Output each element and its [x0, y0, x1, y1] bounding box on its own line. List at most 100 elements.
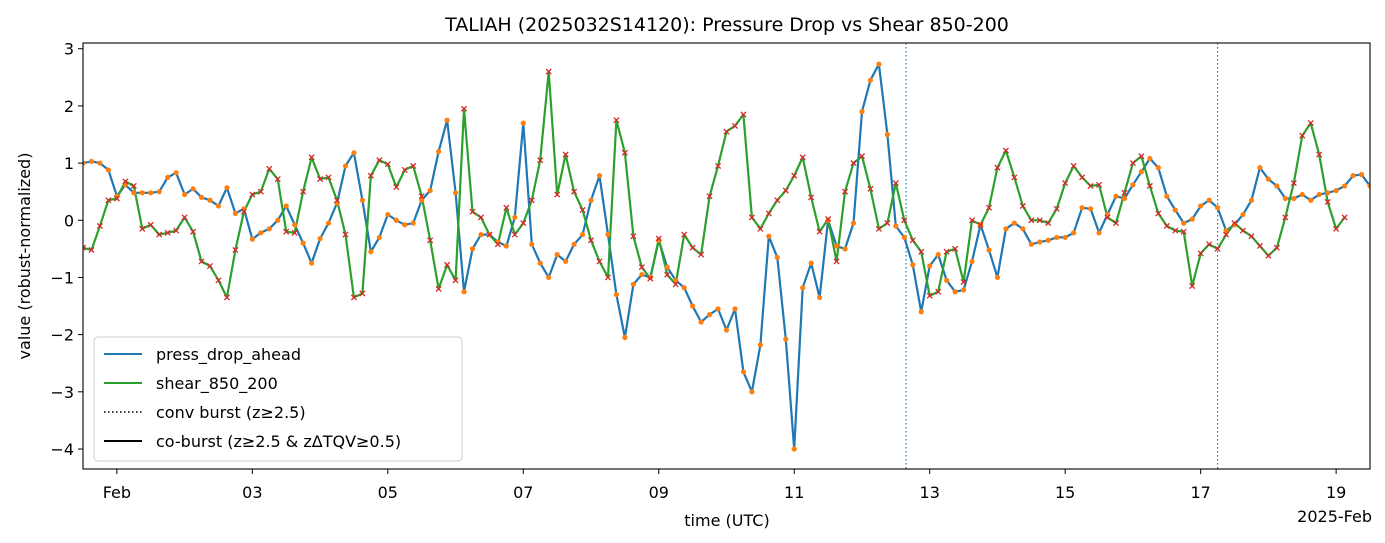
shear-point	[587, 237, 595, 244]
press-drop-point	[393, 217, 399, 223]
press-drop-point	[359, 197, 366, 203]
press-drop-point	[503, 243, 509, 249]
y-tick-label: 2	[64, 97, 74, 116]
y-tick-label: −4	[50, 440, 74, 459]
shear-point	[384, 161, 391, 168]
shear-point	[1129, 160, 1136, 167]
press-drop-point	[1087, 206, 1094, 212]
shear-point	[122, 178, 129, 185]
shear-point	[393, 184, 400, 191]
press-drop-point	[1155, 165, 1161, 171]
press-drop-point	[1341, 183, 1348, 189]
shear-point	[1248, 233, 1255, 240]
press-drop-point	[131, 190, 137, 196]
shear-point	[1112, 220, 1120, 227]
press-drop-point	[83, 160, 86, 166]
press-drop-point	[1308, 197, 1314, 203]
shear-point	[808, 194, 815, 201]
press-drop-point	[1257, 165, 1263, 171]
shear-point	[528, 197, 535, 204]
press-drop-point	[867, 77, 874, 83]
press-drop-point	[1062, 234, 1068, 241]
shear-point	[858, 153, 866, 160]
x-tick-label: 13	[920, 483, 940, 502]
x-tick-label: 17	[1190, 483, 1210, 502]
series-line-shear_850_200	[83, 70, 1346, 299]
press-drop-point	[1011, 220, 1017, 226]
press-drop-point	[1214, 205, 1221, 211]
shear-point	[1155, 210, 1162, 217]
shear-point	[130, 182, 137, 190]
shear-point	[740, 111, 747, 118]
shear-point	[765, 210, 772, 217]
press-drop-point	[215, 203, 222, 209]
shear-point	[706, 193, 713, 200]
shear-point	[935, 288, 942, 295]
shear-point	[1163, 222, 1170, 230]
press-drop-point	[664, 264, 670, 270]
press-drop-point	[732, 306, 738, 312]
press-drop-point	[910, 262, 916, 268]
press-drop-point	[622, 334, 628, 341]
shear-point	[469, 208, 476, 215]
shear-point	[376, 157, 383, 164]
press-drop-point	[1113, 193, 1119, 199]
press-drop-point	[969, 258, 975, 265]
press-drop-point	[1045, 237, 1051, 243]
press-drop-point	[1164, 193, 1170, 199]
shear-point	[105, 197, 112, 204]
press-drop-point	[927, 263, 933, 269]
shear-point	[952, 245, 959, 252]
press-drop-point	[884, 131, 890, 138]
press-drop-point	[571, 241, 577, 247]
press-drop-point	[833, 243, 840, 249]
shear-point	[672, 281, 679, 288]
shear-point	[621, 149, 628, 156]
shear-point	[1265, 252, 1272, 259]
press-drop-point	[520, 120, 526, 126]
shear-point	[816, 228, 823, 235]
x-tick-label: 11	[784, 483, 804, 502]
shear-point	[943, 248, 950, 255]
x-tick-label: 15	[1055, 483, 1075, 502]
shear-point	[427, 237, 434, 244]
shear-point	[579, 206, 586, 214]
shear-point	[283, 228, 290, 235]
shear-point	[545, 68, 552, 75]
press-drop-point	[1223, 227, 1229, 234]
shear-point	[249, 191, 256, 198]
press-drop-point	[190, 186, 196, 192]
shear-point	[1316, 151, 1323, 158]
press-drop-point	[444, 117, 450, 123]
press-drop-point	[139, 190, 145, 196]
press-drop-point	[706, 312, 713, 318]
press-drop-point	[563, 258, 569, 265]
shear-point	[918, 248, 925, 255]
shear-point	[909, 237, 916, 244]
press-drop-point	[893, 223, 899, 229]
press-drop-point	[554, 251, 560, 258]
y-tick-label: −3	[50, 383, 74, 402]
press-drop-point	[1079, 205, 1085, 211]
press-drop-point	[579, 231, 586, 238]
shear-point	[350, 294, 358, 301]
press-drop-point	[723, 327, 730, 333]
shear-point	[266, 165, 273, 172]
shear-point	[960, 278, 967, 286]
press-drop-point	[808, 260, 814, 266]
press-drop-point	[1325, 190, 1331, 196]
press-drop-point	[817, 294, 823, 301]
shear-point	[164, 229, 171, 236]
shear-point	[892, 180, 899, 187]
press-drop-point	[596, 173, 603, 179]
shear-point	[681, 231, 688, 238]
y-axis-label: value (robust-normalized)	[15, 153, 34, 360]
press-drop-point	[639, 271, 645, 278]
shear-point	[257, 188, 264, 195]
press-drop-point	[757, 342, 763, 348]
shear-point	[1062, 180, 1069, 187]
shear-point	[88, 246, 95, 254]
shear-point	[1138, 153, 1145, 160]
press-drop-point	[1189, 216, 1195, 222]
shear-point	[342, 231, 349, 238]
